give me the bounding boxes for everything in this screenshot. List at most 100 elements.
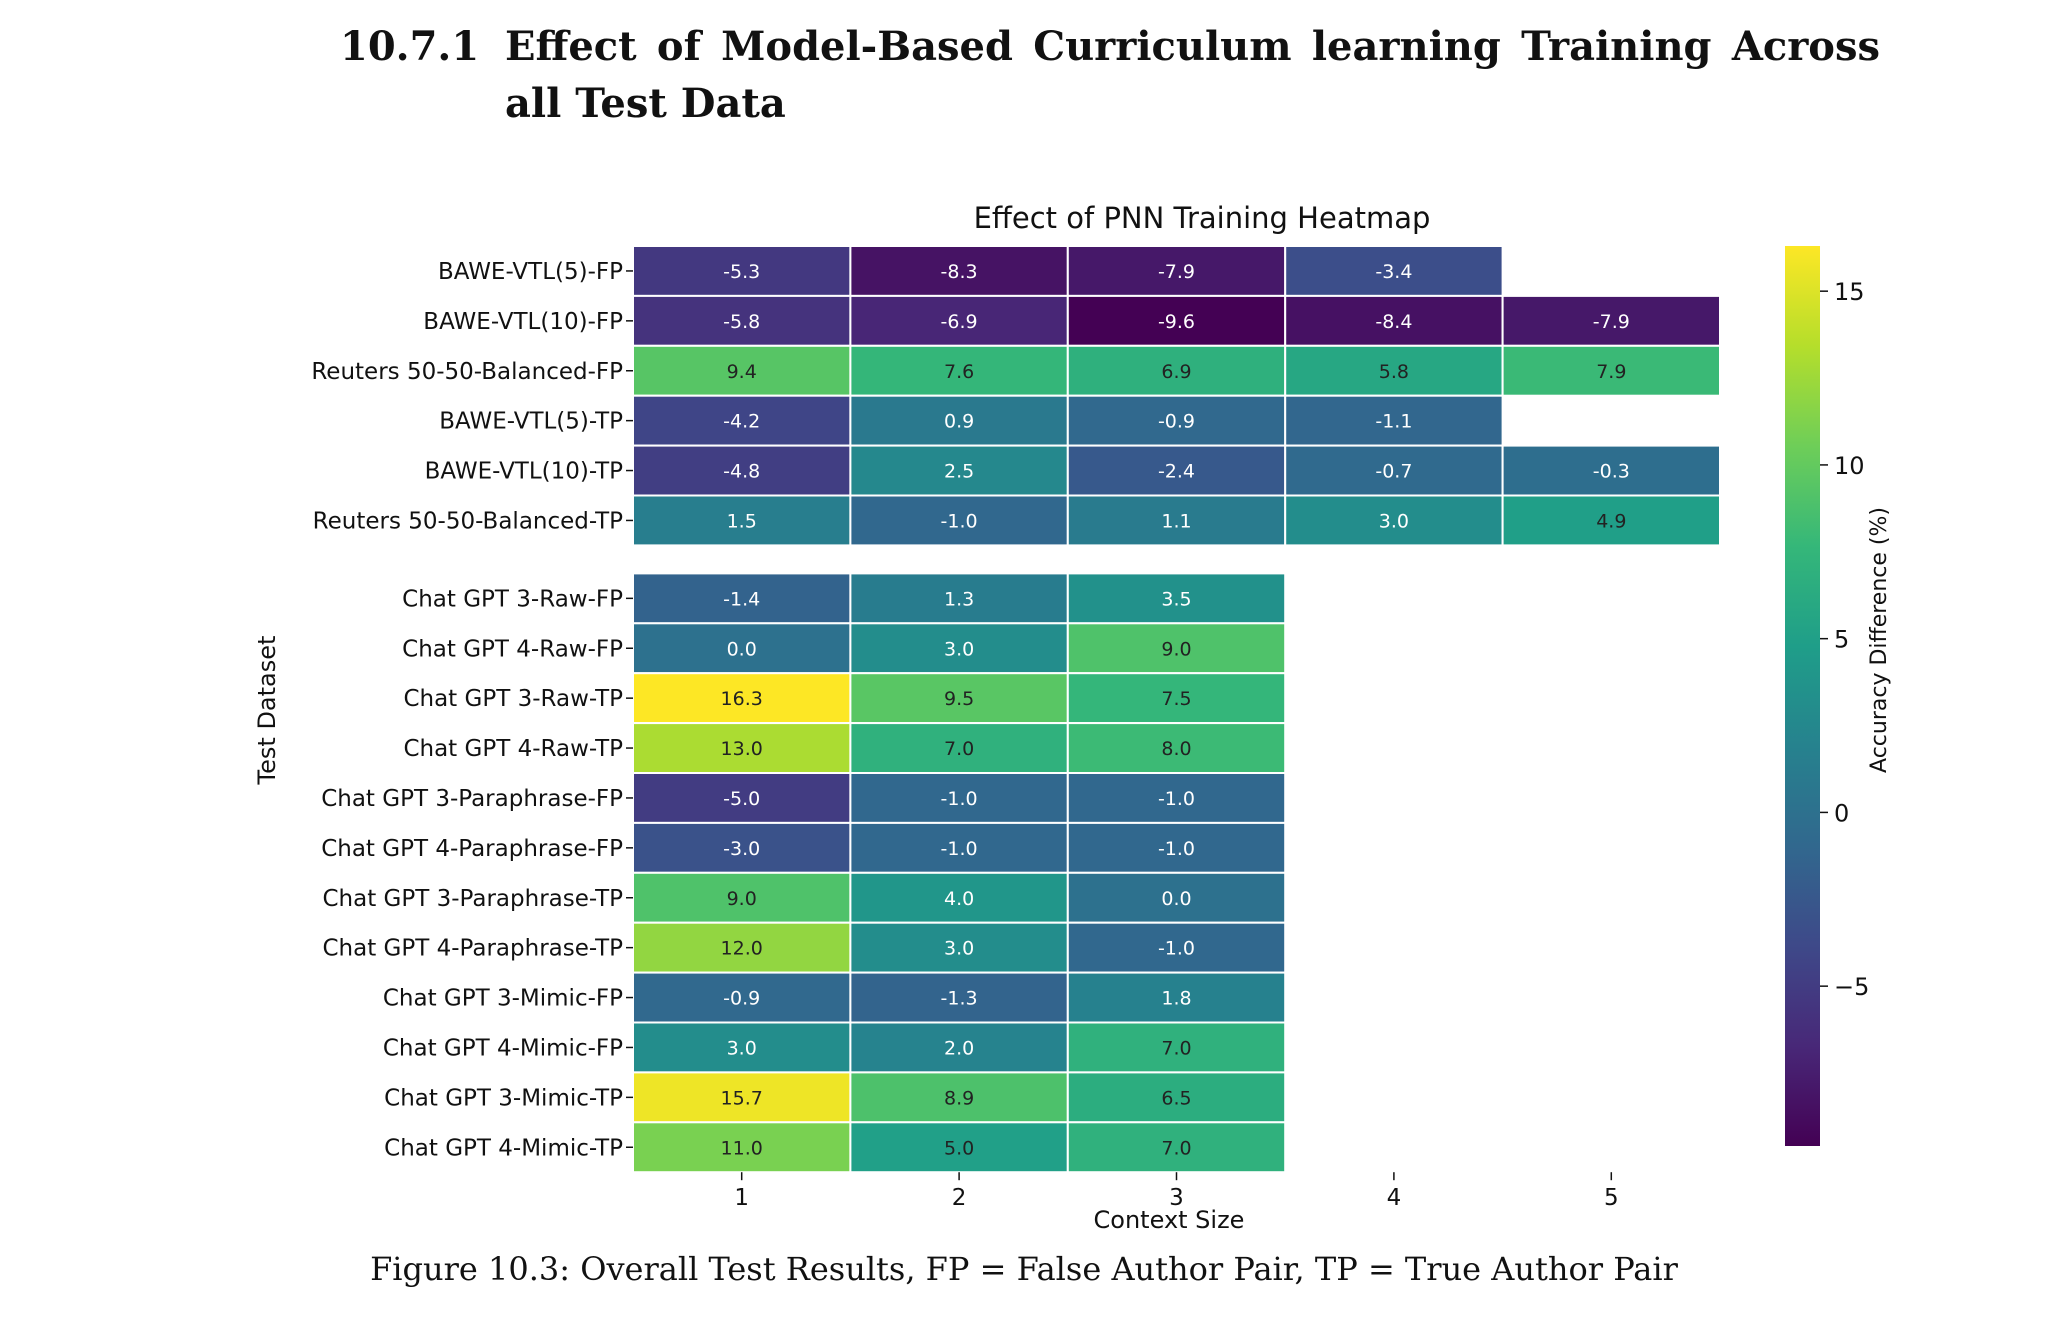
cell-value-label: -1.3 bbox=[941, 988, 978, 1010]
heatmap-cell bbox=[1284, 344, 1504, 397]
heatmap-cell bbox=[632, 971, 852, 1024]
cell-value-label: 8.9 bbox=[944, 1087, 974, 1109]
heatmap-cell bbox=[1284, 494, 1504, 547]
section-number: 10.7.1 bbox=[340, 23, 480, 70]
row-label: Reuters 50-50-Balanced-FP bbox=[311, 359, 623, 385]
heatmap-cell bbox=[849, 921, 1069, 974]
heatmap-cell bbox=[1501, 294, 1721, 347]
cell-value-label: 1.8 bbox=[1161, 988, 1191, 1010]
cell-value-label: 16.3 bbox=[721, 688, 763, 710]
cell-value-label: 7.9 bbox=[1596, 361, 1626, 383]
cell-value-label: 12.0 bbox=[721, 938, 763, 960]
heatmap-cells: -5.3 -8.3 -7.9 -3.4 -5.8 -6.9 -9.6 -8.4 -7.9 9.4 7… bbox=[632, 245, 1721, 1174]
row-label: Chat GPT 3-Mimic-FP bbox=[383, 986, 623, 1012]
cell-value-label: -4.2 bbox=[723, 411, 760, 433]
row-label: Chat GPT 4-Paraphrase-TP bbox=[323, 936, 624, 962]
cell-value-label: 1.5 bbox=[727, 510, 757, 532]
heatmap-cell bbox=[1284, 444, 1504, 497]
section-title: Effect of Model-Based Curriculum learnin… bbox=[505, 23, 1880, 127]
cell-value-label: 2.0 bbox=[944, 1037, 974, 1059]
colorbar-tick-label: −5 bbox=[1834, 973, 1869, 1001]
cell-value-label: 0.9 bbox=[944, 411, 974, 433]
cell-value-label: 7.0 bbox=[1161, 1037, 1191, 1059]
cell-value-label: 9.0 bbox=[727, 888, 757, 910]
row-label: Chat GPT 4-Raw-TP bbox=[403, 736, 623, 762]
heatmap-cell bbox=[1066, 971, 1287, 1024]
cell-value-label: -2.4 bbox=[1158, 461, 1195, 483]
cell-value-label: -9.6 bbox=[1158, 311, 1195, 333]
heatmap-cell bbox=[849, 494, 1069, 547]
heatmap-cell bbox=[1066, 294, 1287, 347]
heatmap-cell bbox=[632, 394, 852, 447]
x-axis-label: Context Size bbox=[1094, 1206, 1245, 1234]
cell-value-label: 0.0 bbox=[727, 638, 757, 660]
cell-value-label: -1.4 bbox=[723, 588, 760, 610]
cell-value-label: 3.0 bbox=[944, 638, 974, 660]
cell-value-label: 3.0 bbox=[944, 938, 974, 960]
cell-value-label: 4.9 bbox=[1596, 510, 1626, 532]
cell-value-label: 6.9 bbox=[1161, 361, 1191, 383]
cell-value-label: 9.4 bbox=[727, 361, 757, 383]
figure-caption: Figure 10.3: Overall Test Results, FP = … bbox=[370, 1250, 1678, 1288]
colorbar-tick-label: 15 bbox=[1834, 278, 1865, 306]
heatmap-cell bbox=[1501, 494, 1721, 547]
cell-value-label: -1.0 bbox=[1158, 838, 1195, 860]
cell-value-label: -6.9 bbox=[941, 311, 978, 333]
cell-value-label: 9.0 bbox=[1161, 638, 1191, 660]
cell-value-label: 7.0 bbox=[944, 738, 974, 760]
row-label: Reuters 50-50-Balanced-TP bbox=[313, 508, 623, 534]
cell-value-label: 15.7 bbox=[721, 1087, 763, 1109]
x-tick-label: 1 bbox=[734, 1185, 749, 1211]
cell-value-label: 1.1 bbox=[1161, 510, 1191, 532]
cell-value-label: 4.0 bbox=[944, 888, 974, 910]
colorbar-gradient bbox=[1785, 246, 1820, 1146]
row-label: BAWE-VTL(10)-TP bbox=[425, 459, 624, 485]
cell-value-label: 7.6 bbox=[944, 361, 974, 383]
cell-value-label: 6.5 bbox=[1161, 1087, 1191, 1109]
cell-value-label: 3.0 bbox=[1379, 510, 1409, 532]
cell-value-label: 11.0 bbox=[721, 1137, 763, 1159]
x-tick-label: 5 bbox=[1604, 1185, 1619, 1211]
heatmap-cell bbox=[849, 622, 1069, 675]
cell-value-label: 3.0 bbox=[727, 1037, 757, 1059]
colorbar-ticks: 15 10 5 0 −5 bbox=[1820, 278, 1869, 1001]
heatmap-cell bbox=[1066, 1121, 1287, 1174]
row-label: Chat GPT 3-Raw-FP bbox=[402, 586, 623, 612]
heatmap-cell bbox=[1066, 1021, 1287, 1074]
cell-value-label: -3.4 bbox=[1375, 261, 1412, 283]
cell-value-label: -4.8 bbox=[723, 461, 760, 483]
x-axis-ticks: 1 2 3 4 5 bbox=[734, 1172, 1619, 1211]
chart-title: Effect of PNN Training Heatmap bbox=[974, 201, 1431, 235]
cell-value-label: -1.0 bbox=[941, 510, 978, 532]
cell-value-label: -1.0 bbox=[1158, 938, 1195, 960]
row-label: Chat GPT 3-Paraphrase-TP bbox=[323, 886, 624, 912]
cell-value-label: 7.0 bbox=[1161, 1137, 1191, 1159]
cell-value-label: 7.5 bbox=[1161, 688, 1191, 710]
x-tick-label: 4 bbox=[1387, 1185, 1402, 1211]
cell-value-label: -1.0 bbox=[941, 838, 978, 860]
heatmap-cell bbox=[849, 672, 1069, 725]
heatmap-cell bbox=[849, 344, 1069, 397]
colorbar-tick-label: 10 bbox=[1834, 452, 1865, 480]
y-axis-label: Test Dataset bbox=[253, 636, 281, 786]
cell-value-label: -1.0 bbox=[941, 788, 978, 810]
cell-value-label: -1.1 bbox=[1375, 411, 1412, 433]
cell-value-label: 5.8 bbox=[1379, 361, 1409, 383]
cell-value-label: -5.8 bbox=[723, 311, 760, 333]
cell-value-label: -0.9 bbox=[723, 988, 760, 1010]
cell-value-label: -8.3 bbox=[941, 261, 978, 283]
heatmap-cell bbox=[1501, 344, 1721, 397]
heatmap-cell bbox=[1066, 821, 1287, 874]
row-label: Chat GPT 3-Paraphrase-FP bbox=[321, 786, 623, 812]
row-label: BAWE-VTL(10)-FP bbox=[423, 309, 623, 335]
cell-value-label: 1.3 bbox=[944, 588, 974, 610]
cell-value-label: -5.3 bbox=[723, 261, 760, 283]
row-labels: BAWE-VTL(5)-FP BAWE-VTL(10)-FP Reuters 50-… bbox=[311, 259, 633, 1161]
cell-value-label: -0.3 bbox=[1593, 461, 1630, 483]
cell-value-label: 3.5 bbox=[1161, 588, 1191, 610]
x-tick-label: 3 bbox=[1169, 1185, 1184, 1211]
heatmap-cell bbox=[849, 821, 1069, 874]
cell-value-label: -7.9 bbox=[1593, 311, 1630, 333]
colorbar-label: Accuracy Difference (%) bbox=[1867, 507, 1892, 773]
cell-value-label: 13.0 bbox=[721, 738, 763, 760]
